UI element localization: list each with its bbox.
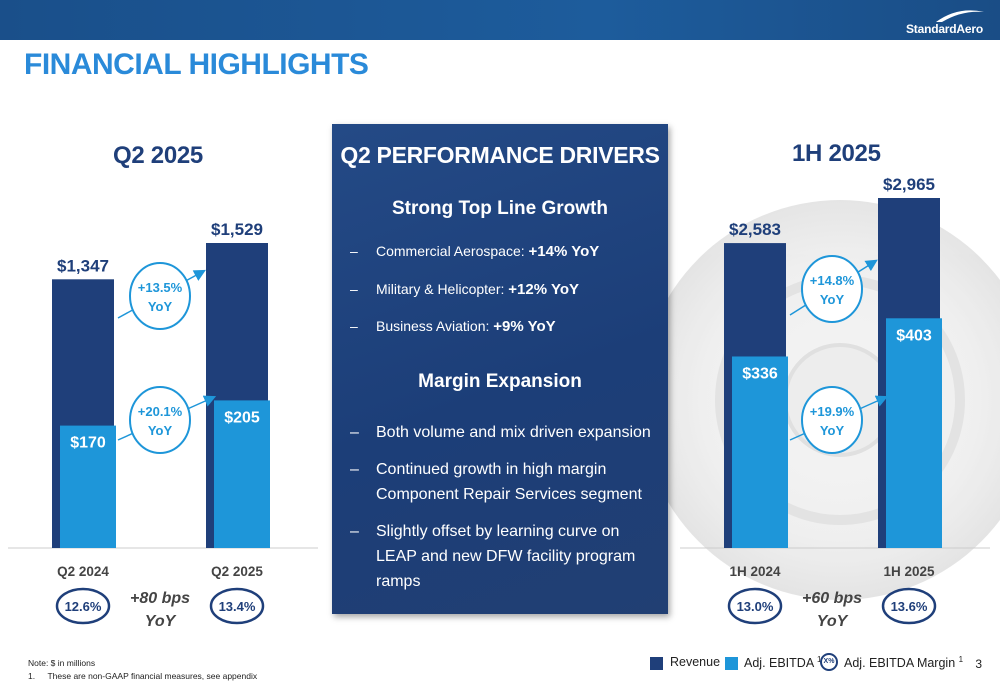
logo-swoosh-icon bbox=[936, 10, 984, 22]
revenue-yoy-suffix: YoY bbox=[148, 299, 173, 314]
page-title: FINANCIAL HIGHLIGHTS bbox=[24, 48, 369, 81]
ebitda-bar bbox=[214, 400, 270, 548]
growth-item-label: Business Aviation: bbox=[376, 318, 494, 334]
bullet-dash: – bbox=[350, 318, 358, 334]
ebitda-bar bbox=[732, 356, 788, 548]
legend-margin: X% Adj. EBITDA Margin 1 bbox=[820, 653, 963, 673]
growth-item-label: Military & Helicopter: bbox=[376, 281, 509, 297]
footnote-number: 1. bbox=[28, 671, 36, 681]
header-bar: StandardAero bbox=[0, 0, 1000, 40]
footer-note: Note: $ in millions bbox=[28, 658, 96, 668]
revenue-yoy-bubble bbox=[801, 255, 863, 323]
category-tick-label: 1H 2025 bbox=[883, 564, 935, 579]
page-number: 3 bbox=[975, 657, 982, 671]
legend-ebitda: Adj. EBITDA 1 bbox=[725, 653, 821, 673]
margin-badge-circle bbox=[209, 587, 265, 625]
margin-value-label: 13.6% bbox=[891, 599, 928, 614]
legend-margin-badge: X% bbox=[820, 653, 838, 671]
legend-ebitda-sup: 1 bbox=[816, 655, 822, 664]
margin-item-text: Slightly offset by learning curve on LEA… bbox=[376, 523, 636, 590]
category-tick-label: Q2 2024 bbox=[57, 564, 109, 579]
margin-value-label: 12.6% bbox=[65, 599, 102, 614]
legend-revenue-label: Revenue bbox=[670, 655, 721, 669]
ebitda-yoy-suffix: YoY bbox=[820, 423, 845, 438]
ebitda-value-label: $336 bbox=[742, 365, 778, 382]
margin-value-label: 13.0% bbox=[737, 599, 774, 614]
revenue-value-label: $1,347 bbox=[57, 256, 109, 275]
growth-item-label: Commercial Aerospace: bbox=[376, 243, 529, 259]
margin-heading: Margin Expansion bbox=[418, 371, 582, 392]
ebitda-yoy-bubble bbox=[129, 386, 191, 454]
bullet-dash: – bbox=[350, 523, 359, 540]
margin-change-value: +60 bps bbox=[802, 590, 862, 607]
legend-ebitda-swatch bbox=[725, 657, 738, 670]
growth-item-value: +9% YoY bbox=[493, 318, 556, 335]
panel-title: Q2 PERFORMANCE DRIVERS bbox=[340, 142, 660, 168]
revenue-yoy-bubble bbox=[129, 262, 191, 330]
category-tick-label: Q2 2025 bbox=[211, 564, 263, 579]
ebitda-value-label: $170 bbox=[70, 435, 106, 452]
growth-item-value: +12% YoY bbox=[508, 281, 580, 298]
ebitda-yoy-value: +19.9% bbox=[810, 404, 855, 419]
right-chart-heading: 1H 2025 bbox=[792, 140, 881, 167]
1h-chart: $2,583 $336 1H 2024 13.0% $2,965 $403 1H 2025 1… bbox=[680, 175, 990, 630]
revenue-value-label: $2,965 bbox=[883, 175, 935, 194]
footnote: 1. These are non-GAAP financial measures… bbox=[28, 671, 257, 681]
legend-ebitda-label: Adj. EBITDA bbox=[744, 656, 814, 671]
revenue-yoy-value: +13.5% bbox=[138, 280, 183, 295]
bullet-dash: – bbox=[350, 461, 359, 478]
ebitda-yoy-value: +20.1% bbox=[138, 404, 183, 419]
margin-change-suffix: YoY bbox=[817, 613, 849, 630]
ebitda-yoy-suffix: YoY bbox=[148, 423, 173, 438]
logo-text: StandardAero bbox=[906, 22, 983, 36]
bullet-dash: – bbox=[350, 281, 358, 297]
performance-drivers-panel: Q2 PERFORMANCE DRIVERS Strong Top Line G… bbox=[332, 124, 668, 614]
ebitda-yoy-bubble bbox=[801, 386, 863, 454]
margin-change-value: +80 bps bbox=[130, 590, 190, 607]
q2-chart: $1,347 $170 Q2 2024 12.6% $1,529 $205 Q2 2025 1… bbox=[8, 220, 318, 630]
ebitda-bar bbox=[886, 318, 942, 548]
left-chart-heading: Q2 2025 bbox=[113, 142, 203, 169]
margin-item-text: Continued growth in high margin Componen… bbox=[376, 461, 642, 503]
growth-heading: Strong Top Line Growth bbox=[391, 198, 608, 219]
ebitda-value-label: $403 bbox=[896, 327, 932, 344]
bullet-dash: – bbox=[350, 243, 358, 259]
legend-revenue-swatch bbox=[650, 657, 663, 670]
category-tick-label: 1H 2024 bbox=[729, 564, 781, 579]
margin-value-label: 13.4% bbox=[219, 599, 256, 614]
margin-item-text: Both volume and mix driven expansion bbox=[376, 424, 651, 441]
revenue-value-label: $1,529 bbox=[211, 220, 263, 239]
legend-margin-label: Adj. EBITDA Margin bbox=[844, 656, 956, 671]
ebitda-bar bbox=[60, 425, 116, 548]
revenue-value-label: $2,583 bbox=[729, 220, 781, 239]
revenue-yoy-value: +14.8% bbox=[810, 273, 855, 288]
revenue-yoy-suffix: YoY bbox=[820, 292, 845, 307]
margin-change-suffix: YoY bbox=[145, 613, 177, 630]
margin-badge-circle bbox=[881, 587, 937, 625]
growth-item-value: +14% YoY bbox=[528, 243, 600, 260]
standardaero-logo: StandardAero bbox=[906, 6, 986, 36]
footnote-text: These are non-GAAP financial measures, s… bbox=[47, 671, 258, 681]
legend-revenue: Revenue bbox=[650, 653, 720, 673]
margin-badge-circle bbox=[55, 587, 111, 625]
bullet-dash: – bbox=[350, 424, 359, 441]
legend-margin-sup: 1 bbox=[958, 655, 964, 664]
ebitda-value-label: $205 bbox=[224, 409, 260, 426]
margin-badge-circle bbox=[727, 587, 783, 625]
